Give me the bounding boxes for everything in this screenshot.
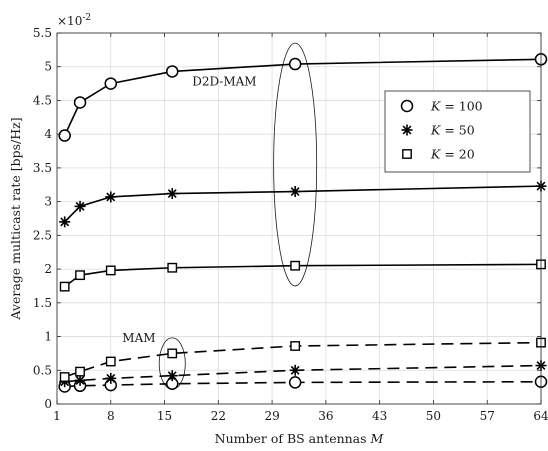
circle-marker — [288, 57, 302, 71]
asterisk-stroke — [106, 373, 116, 383]
square-marker — [167, 348, 178, 359]
asterisk-stroke — [402, 125, 412, 135]
annotation-label: MAM — [122, 331, 155, 345]
asterisk-marker — [59, 216, 71, 228]
series-line — [64, 341, 542, 378]
legend-label-value: = 50 — [440, 123, 474, 138]
square-marker — [167, 262, 178, 273]
y-tick-label: 3 — [44, 195, 52, 209]
asterisk-marker — [105, 372, 117, 384]
y-tick-label: 0 — [44, 397, 52, 411]
x-axis-label: Number of BS antennas M — [215, 431, 385, 446]
x-axis-label-text: Number of BS antennas — [215, 431, 367, 446]
asterisk-marker — [401, 124, 413, 136]
legend-label-symbol: K — [430, 99, 441, 114]
circle-marker — [165, 65, 179, 78]
square-marker — [290, 341, 301, 351]
asterisk-stroke — [75, 201, 85, 211]
square-marker — [59, 281, 70, 292]
y-tick-label: 5 — [44, 60, 52, 74]
legend-entry: K = 20 — [402, 147, 475, 162]
y-tick-label: 5.5 — [33, 26, 52, 40]
legend-label-symbol: K — [430, 123, 441, 138]
square-marker — [105, 265, 116, 276]
series-line — [64, 364, 542, 383]
y-tick-label: 4 — [44, 127, 52, 141]
asterisk-stroke — [167, 189, 177, 198]
x-tick-label: 36 — [318, 409, 333, 423]
x-tick-label: 1 — [53, 409, 61, 423]
square-marker — [290, 260, 301, 271]
x-tick-label: 22 — [211, 409, 226, 423]
asterisk-stroke — [290, 365, 300, 375]
series-d2d-mam-circle — [58, 53, 548, 142]
legend-label: K = 100 — [430, 99, 483, 114]
circle-marker — [73, 96, 87, 109]
asterisk-marker — [289, 186, 301, 198]
legend-entry: K = 100 — [400, 99, 483, 114]
square-marker — [402, 149, 412, 159]
annotation-layer: D2D-MAM MAM — [122, 42, 318, 390]
legend-label-value: = 100 — [440, 99, 482, 114]
circle-marker — [104, 77, 118, 90]
x-tick-label: 15 — [157, 409, 172, 423]
x-tick-label: 64 — [533, 409, 548, 423]
asterisk-stroke — [167, 371, 177, 381]
y-multiplier-exponent: -2 — [82, 13, 91, 23]
series-d2d-mam-square — [59, 259, 546, 292]
y-tick-label: 3.5 — [33, 161, 52, 175]
highlight-ellipse — [273, 42, 318, 287]
asterisk-stroke — [75, 375, 85, 385]
circle-marker — [288, 376, 302, 389]
x-tick-label: 8 — [107, 409, 115, 423]
asterisk-marker — [166, 188, 178, 200]
asterisk-stroke — [60, 217, 70, 227]
asterisk-marker — [74, 200, 86, 212]
square-marker — [75, 366, 85, 377]
y-multiplier: ×10-2 — [57, 13, 91, 28]
y-tick-label: 1 — [44, 330, 52, 344]
series-line — [64, 380, 542, 388]
square-marker — [59, 372, 70, 382]
square-marker — [105, 356, 116, 367]
series-mam-asterisk — [59, 360, 547, 388]
square-marker — [75, 270, 85, 281]
asterisk-stroke — [106, 192, 116, 202]
circle-marker — [400, 99, 414, 113]
asterisk-marker — [105, 191, 117, 203]
asterisk-marker — [74, 374, 86, 386]
asterisk-marker — [166, 370, 178, 382]
x-tick-label: 43 — [372, 409, 387, 423]
asterisk-stroke — [290, 187, 300, 196]
legend-label: K = 20 — [430, 147, 475, 162]
legend-entry: K = 50 — [401, 123, 475, 138]
y-tick-label: 2 — [44, 262, 52, 276]
legend-label-value: = 20 — [440, 147, 474, 162]
y-axis-label: Average multicast rate [bps/Hz] — [8, 117, 23, 320]
annotation-label: D2D-MAM — [192, 75, 256, 89]
asterisk-marker — [289, 364, 301, 376]
plot-frame — [56, 32, 542, 405]
legend-label-symbol: K — [430, 147, 441, 162]
x-axis-label-symbol: M — [370, 431, 385, 446]
x-tick-label: 29 — [264, 409, 279, 423]
y-tick-label: 2.5 — [33, 228, 52, 242]
y-tick-label: 0.5 — [33, 363, 52, 377]
ticks: 1 8 15 22 29 36 43 50 57 64 0 0.5 1 1.5 2 2.5 3 3.5 4 4.5 5 5… — [33, 26, 548, 423]
x-tick-label: 57 — [480, 409, 495, 423]
y-multiplier-base: ×10 — [57, 14, 82, 28]
y-tick-label: 1.5 — [33, 296, 52, 310]
x-tick-label: 50 — [426, 409, 441, 423]
circle-marker — [58, 129, 71, 142]
legend-label: K = 50 — [430, 123, 475, 138]
y-tick-label: 4.5 — [33, 93, 52, 107]
